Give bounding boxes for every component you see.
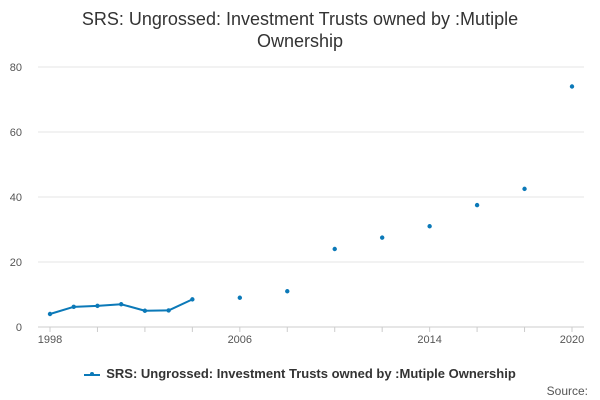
axes xyxy=(38,326,584,332)
series-line-segment xyxy=(120,303,146,312)
series-line-segment xyxy=(167,298,194,312)
legend[interactable]: SRS: Ungrossed: Investment Trusts owned … xyxy=(0,366,600,381)
x-tick-label-2014: 2014 xyxy=(417,334,441,346)
data-point-2020 xyxy=(569,84,575,89)
data-point-2001 xyxy=(118,302,124,307)
data-point-1998 xyxy=(47,311,53,317)
data-point-2010 xyxy=(332,246,337,252)
y-tick-label-0: 0 xyxy=(16,322,22,334)
data-point-2003 xyxy=(166,308,171,313)
x-tick-label-2006: 2006 xyxy=(228,334,252,346)
data-point-2018 xyxy=(522,186,527,192)
series-line-segment xyxy=(96,303,123,307)
source-label: Source: xyxy=(546,384,588,398)
tick-labels: 0 20 40 60 80 1998 2006 2014 2020 xyxy=(10,62,584,346)
data-point-2006 xyxy=(237,295,243,300)
series-line-segment xyxy=(49,305,75,315)
legend-label: SRS: Ungrossed: Investment Trusts owned … xyxy=(106,366,516,381)
legend-swatch xyxy=(84,371,101,376)
series-line-segment xyxy=(72,304,99,308)
x-tick-label-1998: 1998 xyxy=(38,334,62,346)
chart-title: SRS: Ungrossed: Investment Trusts owned … xyxy=(81,9,519,51)
y-tick-label-20: 20 xyxy=(10,257,22,269)
data-point-2000 xyxy=(95,303,100,309)
data-point-2016 xyxy=(474,202,480,208)
data-point-1999 xyxy=(71,304,76,310)
data-point-2014 xyxy=(427,224,432,229)
x-tick-label-2020: 2020 xyxy=(560,334,584,346)
data-point-2012 xyxy=(379,235,385,240)
y-tick-label-40: 40 xyxy=(10,192,22,204)
data-point-2008 xyxy=(285,289,290,294)
series-layer xyxy=(47,84,575,317)
grid-lines xyxy=(38,66,584,263)
data-point-2004 xyxy=(190,297,195,302)
y-tick-label-80: 80 xyxy=(10,62,22,74)
data-point-2002 xyxy=(142,308,148,313)
y-tick-label-60: 60 xyxy=(10,127,22,139)
